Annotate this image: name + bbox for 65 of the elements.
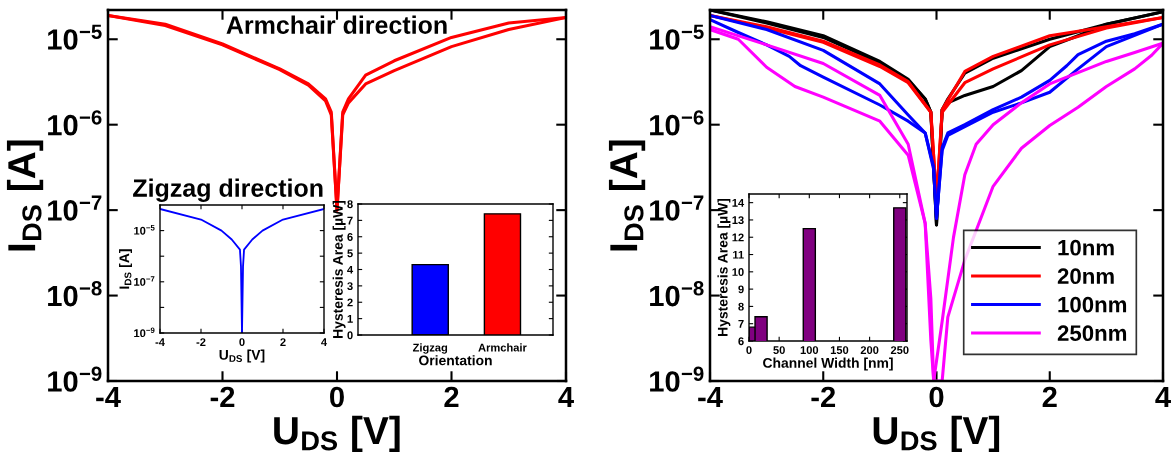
y-tick-label: 7: [738, 320, 744, 328]
x-tick-label: 0: [929, 386, 944, 408]
x-tick-label: 4: [321, 338, 328, 346]
legend-label: 20nm: [1057, 268, 1114, 285]
y-axis-title: I$_{DS}$ [A]: [608, 140, 646, 251]
y-tick-label: 10$^{−5}$: [48, 24, 102, 50]
y-tick-label: 14: [732, 199, 745, 207]
y-tick-label: 3: [347, 282, 353, 291]
legend-label: 100nm: [1058, 296, 1127, 313]
y-tick-label: 10$^{−5}$: [134, 225, 155, 235]
x-tick-label: 100: [800, 346, 819, 355]
y-tick-label: 10$^{−8}$: [48, 281, 102, 307]
legend-label: 250nm: [1057, 325, 1127, 342]
y-axis-title: I$_{DS}$ [A]: [119, 249, 132, 289]
y-tick-label: 1: [347, 315, 353, 323]
y-tick-label: 7: [347, 216, 353, 225]
x-axis-title: Channel Width [nm]: [763, 357, 893, 371]
x-axis-title: U$_{DS}$ [V]: [873, 415, 1000, 453]
x-tick-label: 150: [830, 346, 849, 355]
x-tick-label: 2: [1042, 386, 1057, 407]
y-axis-title: Hysteresis Area [µW]: [332, 200, 346, 338]
chart-title: Zigzag direction: [133, 178, 323, 202]
x-tick-label: -2: [210, 386, 235, 407]
x-tick-label: 2: [280, 338, 286, 346]
x-tick-label: -2: [196, 338, 206, 346]
x-tick-label: 50: [773, 346, 785, 355]
y-tick-label: 10: [732, 268, 744, 276]
x-axis-title: U$_{DS}$ [V]: [274, 415, 400, 453]
y-tick-label: 11: [733, 250, 744, 259]
y-tick-label: 12: [732, 233, 744, 242]
y-tick-label: 6: [347, 233, 353, 241]
y-tick-label: 9: [738, 285, 744, 294]
y-tick-label: 10$^{−7}$: [134, 276, 155, 286]
x-tick-label: 0: [239, 338, 245, 347]
y-tick-label: 10$^{−8}$: [650, 281, 704, 307]
y-tick-label: 4: [347, 265, 354, 274]
y-tick-label: 10$^{−6}$: [650, 110, 704, 136]
y-axis-title: Hysteresis Area [µW]: [717, 198, 731, 336]
y-tick-label: 0: [347, 331, 353, 340]
y-tick-label: 10$^{−7}$: [48, 195, 102, 221]
y-tick-label: 5: [347, 249, 353, 258]
legend-label: 10nm: [1058, 239, 1114, 256]
x-tick-label: 250: [890, 346, 909, 355]
y-tick-label: 6: [738, 337, 744, 346]
y-tick-label: 2: [347, 298, 353, 307]
y-tick-label: 13: [732, 216, 744, 225]
x-tick-label: 4: [558, 386, 574, 407]
y-tick-label: 8: [347, 200, 353, 209]
x-tick-label: 2: [444, 386, 459, 407]
x-tick-label: 200: [860, 346, 879, 355]
chart-title: Armchair direction: [226, 15, 447, 34]
x-axis-title: U$_{DS}$ [V]: [219, 349, 265, 363]
y-tick-label: 10$^{−6}$: [48, 110, 102, 136]
x-tick-label: Armchair: [478, 343, 527, 352]
x-tick-label: Zigzag: [412, 343, 448, 354]
x-tick-label: -2: [811, 386, 836, 407]
x-tick-label: 0: [746, 346, 752, 355]
x-tick-label: -4: [155, 338, 165, 346]
x-tick-label: 4: [1155, 386, 1171, 407]
y-tick-label: 8: [738, 302, 744, 311]
x-axis-title: Orientation: [419, 355, 492, 366]
y-axis-title: I$_{DS}$ [A]: [6, 140, 44, 251]
y-tick-label: 10$^{−9}$: [134, 327, 155, 338]
y-tick-label: 10$^{−7}$: [650, 195, 704, 221]
y-tick-label: 10$^{−5}$: [650, 24, 704, 50]
